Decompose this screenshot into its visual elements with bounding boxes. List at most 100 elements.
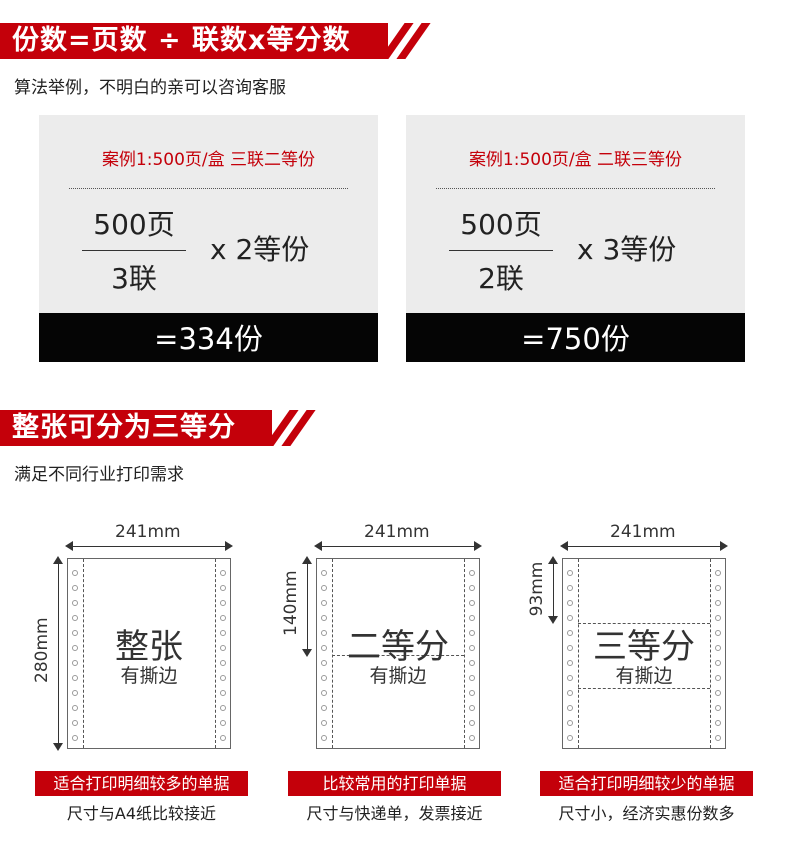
feed-hole bbox=[72, 720, 78, 726]
feed-hole bbox=[469, 645, 475, 651]
paper-diagram: 二等分 有撕边 bbox=[316, 558, 480, 749]
section2-subtitle: 满足不同行业打印需求 bbox=[14, 465, 184, 485]
paper-sublabel: 有撕边 bbox=[120, 665, 178, 687]
tear-line bbox=[332, 559, 333, 748]
tear-line bbox=[83, 559, 84, 748]
feed-hole bbox=[220, 630, 226, 636]
height-label: 93mm bbox=[527, 561, 547, 617]
fraction-line bbox=[82, 250, 186, 251]
feed-hole bbox=[321, 705, 327, 711]
feed-hole bbox=[567, 690, 573, 696]
height-label: 140mm bbox=[281, 569, 301, 636]
example-card-1: 案例1:500页/盒 三联二等份 500页 3联 x 2等份 =334份 bbox=[39, 115, 378, 362]
feed-hole bbox=[469, 600, 475, 606]
feed-hole bbox=[321, 615, 327, 621]
result: =334份 bbox=[39, 313, 378, 362]
usage-desc: 尺寸与A4纸比较接近 bbox=[66, 804, 217, 823]
width-label: 241mm bbox=[115, 522, 181, 542]
feed-hole bbox=[72, 585, 78, 591]
feed-hole bbox=[321, 600, 327, 606]
divider bbox=[436, 188, 715, 189]
feed-hole bbox=[567, 570, 573, 576]
feed-hole bbox=[321, 645, 327, 651]
section1-subtitle: 算法举例，不明白的亲可以咨询客服 bbox=[14, 78, 286, 98]
feed-hole bbox=[567, 660, 573, 666]
fraction-line bbox=[449, 250, 553, 251]
paper-label: 三等分 bbox=[593, 627, 695, 667]
feed-hole bbox=[567, 630, 573, 636]
feed-hole bbox=[469, 705, 475, 711]
feed-hole bbox=[567, 735, 573, 741]
feed-hole bbox=[715, 705, 721, 711]
tear-line bbox=[710, 559, 711, 748]
feed-hole bbox=[715, 615, 721, 621]
feed-hole bbox=[715, 630, 721, 636]
feed-hole bbox=[72, 690, 78, 696]
denominator: 3联 bbox=[111, 262, 157, 295]
height-arrow bbox=[53, 556, 63, 751]
feed-hole bbox=[321, 585, 327, 591]
feed-hole bbox=[220, 705, 226, 711]
feed-hole bbox=[220, 600, 226, 606]
denominator: 2联 bbox=[478, 262, 524, 295]
feed-hole bbox=[220, 585, 226, 591]
card-title: 案例1:500页/盒 二联三等份 bbox=[468, 150, 683, 170]
split-line bbox=[332, 655, 464, 656]
width-label: 241mm bbox=[364, 522, 430, 542]
feed-hole bbox=[567, 585, 573, 591]
feed-hole bbox=[469, 615, 475, 621]
feed-hole bbox=[220, 615, 226, 621]
paper-diagram: 整张 有撕边 bbox=[67, 558, 231, 749]
feed-hole bbox=[72, 600, 78, 606]
feed-hole bbox=[567, 600, 573, 606]
multiplier: x 3等份 bbox=[577, 233, 677, 266]
feed-hole bbox=[321, 735, 327, 741]
feed-hole bbox=[220, 690, 226, 696]
feed-hole bbox=[715, 675, 721, 681]
width-label: 241mm bbox=[610, 522, 676, 542]
feed-hole bbox=[72, 735, 78, 741]
feed-hole bbox=[715, 600, 721, 606]
feed-hole bbox=[469, 690, 475, 696]
paper-label: 二等分 bbox=[347, 627, 449, 667]
feed-hole bbox=[567, 675, 573, 681]
usage-tag: 适合打印明细较少的单据 bbox=[540, 771, 753, 796]
paper-sublabel: 有撕边 bbox=[615, 665, 673, 687]
paper-label: 整张 bbox=[115, 627, 183, 667]
feed-hole bbox=[321, 690, 327, 696]
section1-title: 份数=页数 ÷ 联数x等分数 bbox=[0, 23, 388, 59]
feed-hole bbox=[321, 720, 327, 726]
feed-hole bbox=[469, 660, 475, 666]
feed-hole bbox=[220, 645, 226, 651]
feed-hole bbox=[469, 675, 475, 681]
feed-hole bbox=[715, 570, 721, 576]
feed-hole bbox=[321, 570, 327, 576]
feed-hole bbox=[715, 660, 721, 666]
paper-sublabel: 有撕边 bbox=[369, 665, 427, 687]
feed-hole bbox=[567, 705, 573, 711]
feed-hole bbox=[469, 630, 475, 636]
card-title: 案例1:500页/盒 三联二等份 bbox=[101, 150, 316, 170]
example-card-2: 案例1:500页/盒 二联三等份 500页 2联 x 3等份 =750份 bbox=[406, 115, 745, 362]
paper-diagram: 三等分 有撕边 bbox=[562, 558, 726, 749]
feed-hole bbox=[715, 735, 721, 741]
feed-hole bbox=[469, 585, 475, 591]
width-arrow bbox=[65, 541, 233, 551]
feed-hole bbox=[715, 690, 721, 696]
feed-hole bbox=[220, 570, 226, 576]
feed-hole bbox=[72, 675, 78, 681]
feed-hole bbox=[321, 630, 327, 636]
split-line bbox=[578, 623, 710, 624]
feed-hole bbox=[567, 720, 573, 726]
feed-hole bbox=[715, 645, 721, 651]
divider bbox=[69, 188, 348, 189]
tear-line bbox=[215, 559, 216, 748]
numerator: 500页 bbox=[460, 208, 542, 241]
feed-hole bbox=[220, 660, 226, 666]
feed-hole bbox=[220, 675, 226, 681]
feed-hole bbox=[72, 615, 78, 621]
feed-hole bbox=[715, 720, 721, 726]
split-line bbox=[578, 688, 710, 689]
section2-title: 整张可分为三等分 bbox=[0, 410, 272, 446]
feed-hole bbox=[72, 705, 78, 711]
